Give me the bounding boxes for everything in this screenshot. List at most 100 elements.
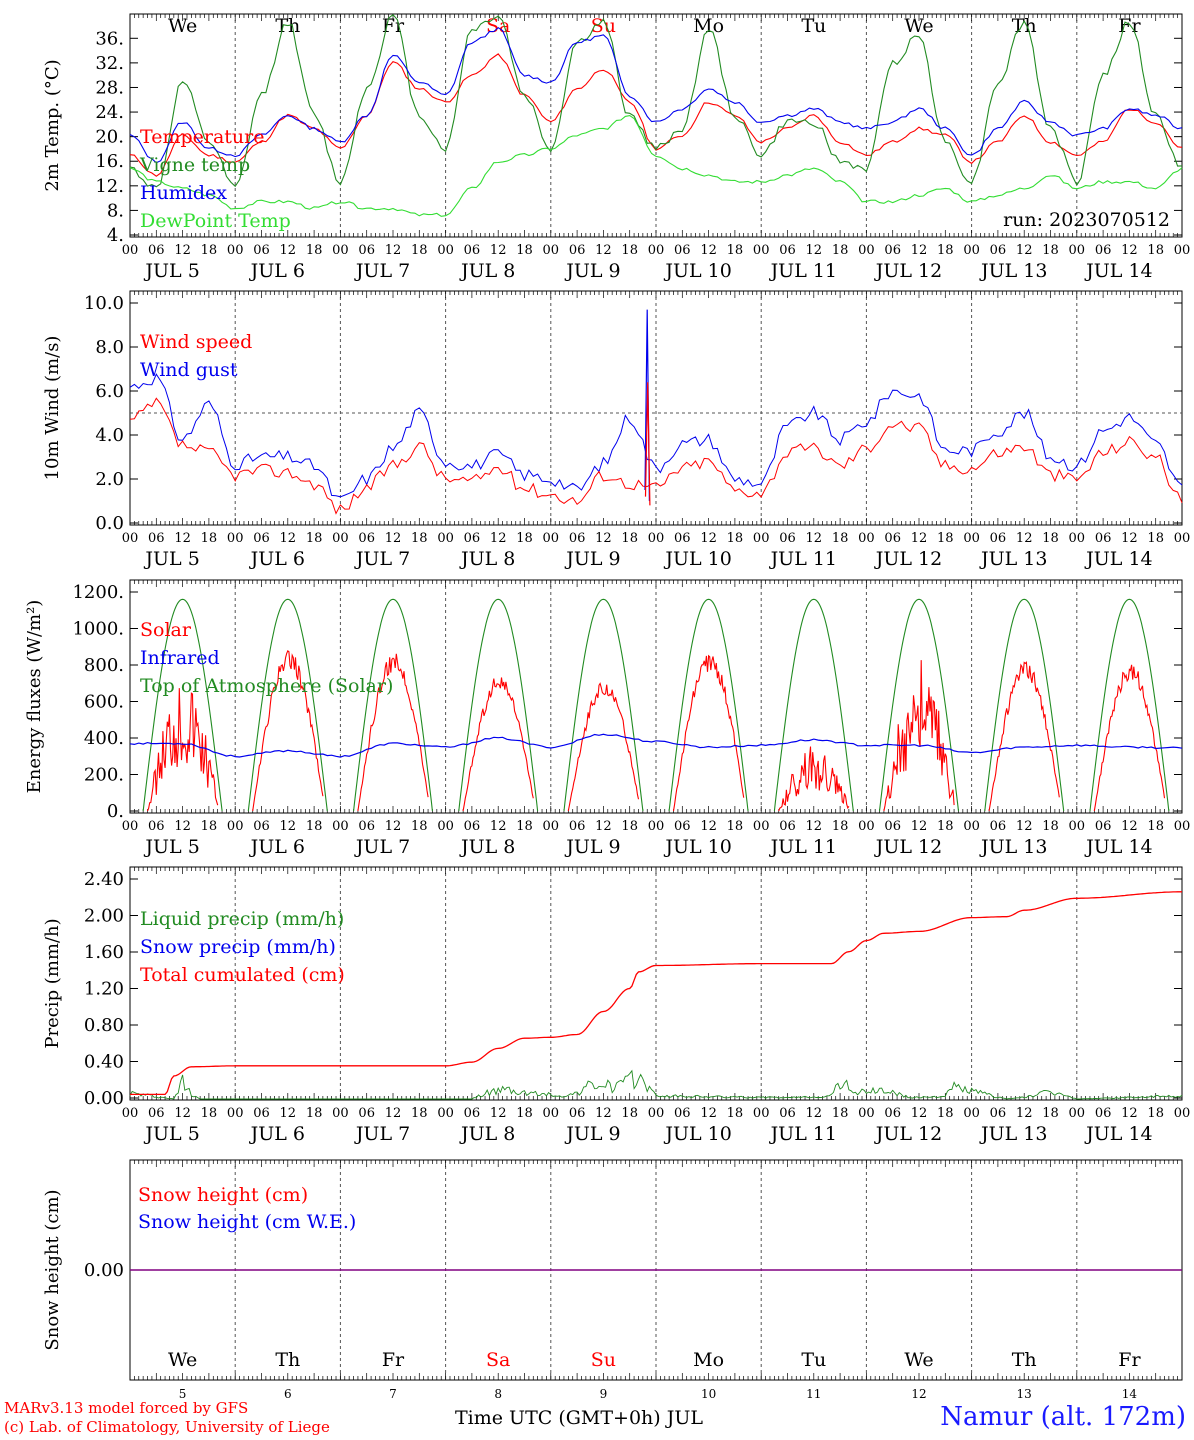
day-name: Mo xyxy=(693,1349,724,1371)
hour-tick-label: 12 xyxy=(490,1106,507,1121)
date-label: JUL 6 xyxy=(249,836,305,858)
hour-tick-label: 12 xyxy=(174,819,191,834)
hour-tick-label: 06 xyxy=(779,1106,796,1121)
y-tick-label: 12. xyxy=(95,176,124,197)
hour-tick-label: 00 xyxy=(963,243,980,258)
date-label: JUL 14 xyxy=(1084,548,1152,570)
hour-tick-label: 00 xyxy=(227,819,244,834)
hour-tick-label: 18 xyxy=(727,1106,744,1121)
hour-tick-label: 06 xyxy=(990,531,1007,546)
hour-tick-label: 00 xyxy=(543,531,560,546)
hour-tick-label: 00 xyxy=(1174,1106,1191,1121)
legend-entry: Humidex xyxy=(140,182,227,204)
y-tick-label: 0.00 xyxy=(84,1088,124,1109)
y-tick-label: 0.00 xyxy=(84,1260,124,1281)
hour-tick-label: 06 xyxy=(990,1106,1007,1121)
solar-flux-curve xyxy=(988,661,1060,812)
series-line-dewpoint-temp xyxy=(129,115,1183,217)
hour-tick-label: 18 xyxy=(201,819,218,834)
series-line-infrared xyxy=(129,733,1183,758)
hour-tick-label: 18 xyxy=(306,243,323,258)
day-name: Tu xyxy=(801,1349,826,1371)
toa-solar-arch xyxy=(353,598,433,812)
hour-tick-label: 00 xyxy=(122,531,139,546)
hour-tick-label: 12 xyxy=(911,819,928,834)
hour-tick-label: 06 xyxy=(358,1106,375,1121)
hour-tick-label: 00 xyxy=(753,531,770,546)
hour-tick-label: 18 xyxy=(516,531,533,546)
date-label: JUL 5 xyxy=(143,260,199,282)
series-line-wind-gust xyxy=(129,373,1183,498)
hour-tick-label: 00 xyxy=(753,243,770,258)
legend-entry: Infrared xyxy=(140,647,220,669)
legend-entry: Snow precip (mm/h) xyxy=(140,936,336,958)
date-label: JUL 12 xyxy=(874,260,942,282)
toa-solar-arch xyxy=(984,598,1065,812)
date-label: JUL 12 xyxy=(874,836,942,858)
hour-tick-label: 18 xyxy=(411,243,428,258)
hour-tick-label: 00 xyxy=(543,1106,560,1121)
date-number: 11 xyxy=(806,1387,821,1401)
hour-tick-label: 06 xyxy=(884,531,901,546)
hour-tick-label: 18 xyxy=(201,243,218,258)
day-name: We xyxy=(904,15,933,37)
date-number: 7 xyxy=(389,1387,397,1401)
y-tick-label: 0.0 xyxy=(95,513,124,534)
hour-tick-label: 12 xyxy=(280,243,297,258)
solar-flux-curve xyxy=(146,688,219,812)
hour-tick-label: 06 xyxy=(569,243,586,258)
hour-tick-label: 12 xyxy=(595,531,612,546)
hour-tick-label: 06 xyxy=(674,1106,691,1121)
series-line-temperature xyxy=(129,53,1183,177)
hour-tick-label: 06 xyxy=(464,243,481,258)
date-label: JUL 7 xyxy=(354,1123,410,1145)
day-name: Th xyxy=(275,1349,300,1371)
hour-tick-label: 18 xyxy=(306,531,323,546)
credits: MARv3.13 model forced by GFS (c) Lab. of… xyxy=(4,1399,330,1437)
date-label: JUL 10 xyxy=(663,1123,731,1145)
hour-tick-label: 06 xyxy=(148,819,165,834)
hour-tick-label: 06 xyxy=(674,531,691,546)
hour-tick-label: 12 xyxy=(806,531,823,546)
day-name: Su xyxy=(591,1349,616,1371)
credit-line-1: MARv3.13 model forced by GFS xyxy=(4,1399,249,1417)
hour-tick-label: 06 xyxy=(884,1106,901,1121)
hour-tick-label: 06 xyxy=(148,1106,165,1121)
hour-tick-label: 06 xyxy=(674,819,691,834)
legend-entry: Wind gust xyxy=(140,359,238,381)
hour-tick-label: 00 xyxy=(437,819,454,834)
hour-tick-label: 18 xyxy=(306,819,323,834)
solar-flux-curve xyxy=(567,682,640,812)
hour-tick-label: 12 xyxy=(700,819,717,834)
date-label: JUL 5 xyxy=(143,1123,199,1145)
solar-flux-curve xyxy=(778,746,850,812)
hour-tick-label: 12 xyxy=(1121,819,1138,834)
hour-tick-label: 00 xyxy=(1069,243,1086,258)
date-number: 13 xyxy=(1017,1387,1032,1401)
series-line-wind-speed xyxy=(129,397,1183,515)
date-label: JUL 14 xyxy=(1084,260,1152,282)
hour-tick-label: 06 xyxy=(779,531,796,546)
hour-tick-label: 12 xyxy=(490,243,507,258)
date-label: JUL 13 xyxy=(979,260,1047,282)
hour-tick-label: 00 xyxy=(122,243,139,258)
date-label: JUL 9 xyxy=(564,836,620,858)
hour-tick-label: 00 xyxy=(753,819,770,834)
hour-tick-label: 18 xyxy=(411,1106,428,1121)
date-label: JUL 12 xyxy=(874,1123,942,1145)
wind-speed-spike xyxy=(644,382,651,506)
toa-solar-arch xyxy=(773,598,854,812)
series-line-liquid-precip xyxy=(129,1069,1183,1100)
hour-tick-label: 18 xyxy=(621,243,638,258)
hour-tick-label: 18 xyxy=(1042,531,1059,546)
date-label: JUL 8 xyxy=(459,1123,515,1145)
hour-tick-label: 00 xyxy=(227,243,244,258)
toa-solar-arch xyxy=(247,598,328,812)
hour-tick-label: 00 xyxy=(543,819,560,834)
hour-tick-label: 12 xyxy=(174,1106,191,1121)
hour-tick-label: 06 xyxy=(464,819,481,834)
legend-entry: Snow height (cm W.E.) xyxy=(138,1211,356,1233)
hour-tick-label: 06 xyxy=(253,819,270,834)
hour-tick-label: 00 xyxy=(858,531,875,546)
